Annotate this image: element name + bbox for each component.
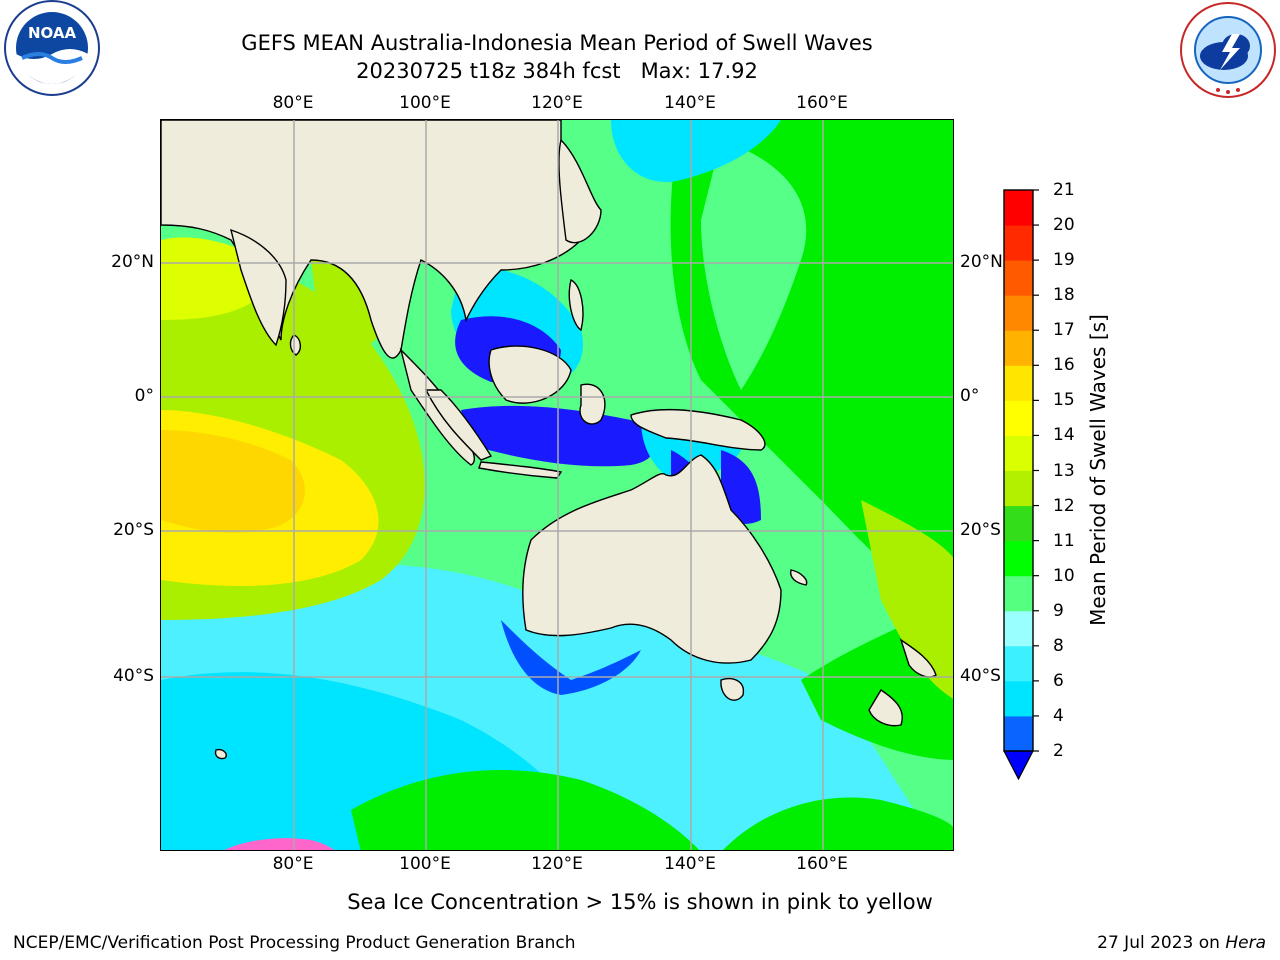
- lat-label-left-20n: 20°N: [111, 252, 154, 272]
- colorbar-tick-label: 11: [1053, 530, 1075, 551]
- lon-label-top-80: 80°E: [272, 93, 314, 113]
- lon-label-top-140: 140°E: [664, 93, 716, 113]
- ocean-green-south-belt: [351, 770, 700, 850]
- ocean-coral-deep: [721, 450, 761, 524]
- colorbar-segment: [1004, 645, 1033, 682]
- colorbar-segment: [1004, 680, 1033, 717]
- colorbar-segment: [1004, 260, 1033, 296]
- ocean-lightgreen-pacific: [701, 140, 807, 390]
- colorbar-tick-label: 4: [1053, 705, 1064, 726]
- colorbar-tick-label: 8: [1053, 635, 1064, 656]
- colorbar-tick-label: 18: [1053, 285, 1075, 306]
- footer-host: Hera: [1225, 933, 1266, 953]
- colorbar-tick-label: 10: [1053, 565, 1075, 586]
- title-line-2: 20230725 t18z 384h fcst Max: 17.92: [356, 59, 758, 83]
- colorbar-segment: [1004, 715, 1033, 752]
- lon-label-top-160: 160°E: [796, 93, 848, 113]
- colorbar-tick-label: 12: [1053, 495, 1075, 516]
- colorbar-tick-label: 19: [1053, 250, 1075, 271]
- colorbar-segment: [1004, 505, 1033, 542]
- colorbar-tick-label: 16: [1053, 355, 1075, 376]
- lat-label-left-0: 0°: [134, 386, 154, 406]
- nws-logo: [1180, 2, 1276, 98]
- title-line-1: GEFS MEAN Australia-Indonesia Mean Perio…: [241, 31, 873, 55]
- sea-ice-antarctic: [224, 838, 334, 850]
- colorbar-segment: [1004, 365, 1033, 401]
- footer-credit: NCEP/EMC/Verification Post Processing Pr…: [13, 933, 576, 953]
- lat-label-right-40s: 40°S: [960, 666, 1001, 686]
- colorbar-tick-label: 9: [1053, 600, 1064, 621]
- lat-label-right-20s: 20°S: [960, 520, 1001, 540]
- colorbar-segments: [1004, 190, 1033, 752]
- ocean-green-southeast-belt: [723, 797, 953, 850]
- colorbar-tick-label: 6: [1053, 670, 1064, 691]
- lon-label-bottom-140: 140°E: [664, 854, 716, 874]
- colorbar-segment: [1004, 575, 1033, 612]
- colorbar-title: Mean Period of Swell Waves [s]: [1086, 314, 1110, 626]
- colorbar-tick-label: 20: [1053, 215, 1075, 236]
- lon-label-top-120: 120°E: [531, 93, 583, 113]
- noaa-logo: NOAA: [4, 0, 100, 96]
- colorbar-segment: [1004, 435, 1033, 471]
- lat-label-left-40s: 40°S: [113, 666, 154, 686]
- colorbar-tick-label: 2: [1053, 741, 1064, 761]
- colorbar-segment: [1004, 330, 1033, 366]
- colorbar-frame: [1003, 189, 1034, 752]
- colorbar-extend-triangle: [1003, 750, 1034, 781]
- lat-label-right-0: 0°: [960, 386, 980, 406]
- lon-label-bottom-160: 160°E: [796, 854, 848, 874]
- colorbar-segment: [1004, 610, 1033, 647]
- colorbar-tick-label: 13: [1053, 460, 1075, 481]
- colorbar-tick-label: 21: [1053, 180, 1075, 200]
- colorbar-segment: [1004, 295, 1033, 331]
- map-canvas: [161, 120, 953, 850]
- lon-label-bottom-120: 120°E: [531, 854, 583, 874]
- lat-label-right-20n: 20°N: [960, 252, 1003, 272]
- lon-label-bottom-100: 100°E: [399, 854, 451, 874]
- map-graticule: [161, 120, 953, 850]
- lon-label-bottom-80: 80°E: [272, 854, 314, 874]
- sea-ice-note: Sea Ice Concentration > 15% is shown in …: [347, 890, 933, 914]
- lon-label-top-100: 100°E: [399, 93, 451, 113]
- colorbar-segment: [1004, 470, 1033, 507]
- colorbar-segment: [1004, 400, 1033, 436]
- noaa-logo-text: NOAA: [28, 24, 77, 42]
- lat-label-left-20s: 20°S: [113, 520, 154, 540]
- footer-date-text: 27 Jul 2023 on: [1097, 933, 1226, 953]
- colorbar-tick-label: 17: [1053, 320, 1075, 341]
- colorbar-tick-label: 14: [1053, 425, 1075, 446]
- colorbar-tick-marks: [1033, 189, 1039, 752]
- colorbar-segment: [1004, 540, 1033, 577]
- swell-period-map: [160, 119, 954, 851]
- colorbar-tick-label: 15: [1053, 390, 1075, 411]
- colorbar: [1003, 189, 1039, 781]
- colorbar-segment: [1004, 190, 1033, 226]
- ocean-gold-indian: [161, 430, 305, 533]
- footer-date: 27 Jul 2023 on Hera: [1097, 933, 1266, 953]
- ocean-yellowgreen-east: [861, 500, 953, 699]
- landmasses: [161, 120, 937, 760]
- colorbar-segment: [1004, 225, 1033, 261]
- chart-title: GEFS MEAN Australia-Indonesia Mean Perio…: [0, 29, 1114, 85]
- ocean-cyan-north: [611, 120, 781, 182]
